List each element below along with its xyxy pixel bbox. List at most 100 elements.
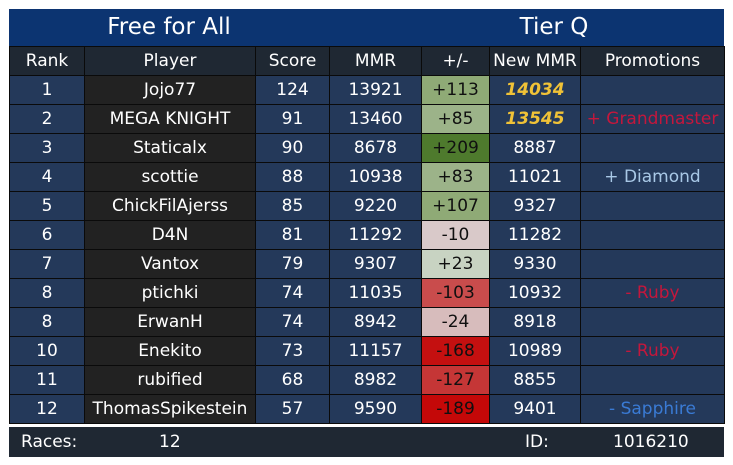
- new-mmr-cell: 10989: [489, 336, 581, 366]
- mmr-table-card: Free for All Tier Q Rank Player Score MM…: [9, 9, 725, 457]
- score-cell: 57: [255, 394, 330, 424]
- promotion-cell: [580, 365, 725, 395]
- races-value: 12: [159, 432, 181, 452]
- score-cell: 90: [255, 133, 330, 163]
- table-row: 5 ChickFilAjerss 85 9220 +107 9327: [9, 191, 725, 221]
- new-mmr-cell: 9401: [489, 394, 581, 424]
- rank-cell: 8: [9, 307, 85, 337]
- table-row: 6 D4N 81 11292 -10 11282: [9, 220, 725, 250]
- mmr-cell: 9307: [329, 249, 422, 279]
- new-mmr-cell: 11021: [489, 162, 581, 192]
- delta-cell: -189: [421, 394, 490, 424]
- mmr-cell: 13460: [329, 104, 422, 134]
- player-cell: Enekito: [84, 336, 256, 366]
- score-cell: 74: [255, 278, 330, 308]
- promotion-cell: + Diamond: [580, 162, 725, 192]
- rank-cell: 3: [9, 133, 85, 163]
- promotion-cell: [580, 191, 725, 221]
- score-cell: 73: [255, 336, 330, 366]
- results-table: Rank Player Score MMR +/- New MMR Promot…: [9, 46, 725, 424]
- delta-cell: +23: [421, 249, 490, 279]
- table-row: 7 Vantox 79 9307 +23 9330: [9, 249, 725, 279]
- player-cell: rubified: [84, 365, 256, 395]
- score-cell: 68: [255, 365, 330, 395]
- mmr-cell: 8678: [329, 133, 422, 163]
- player-cell: ChickFilAjerss: [84, 191, 256, 221]
- mmr-cell: 10938: [329, 162, 422, 192]
- delta-cell: +83: [421, 162, 490, 192]
- delta-cell: -10: [421, 220, 490, 250]
- table-footer: Races: 12 ID: 1016210: [9, 427, 724, 457]
- col-header-promotions: Promotions: [580, 46, 725, 76]
- player-cell: Staticalx: [84, 133, 256, 163]
- new-mmr-cell: 13545: [489, 104, 581, 134]
- rank-cell: 5: [9, 191, 85, 221]
- score-cell: 81: [255, 220, 330, 250]
- col-header-mmr: MMR: [329, 46, 422, 76]
- promotion-cell: - Sapphire: [580, 394, 725, 424]
- id-label: ID:: [525, 432, 549, 452]
- mmr-cell: 11035: [329, 278, 422, 308]
- player-cell: ErwanH: [84, 307, 256, 337]
- table-row: 8 ptichki 74 11035 -103 10932- Ruby: [9, 278, 725, 308]
- header-row: Rank Player Score MMR +/- New MMR Promot…: [9, 46, 725, 76]
- races-label: Races:: [21, 432, 78, 452]
- table-row: 3 Staticalx 90 8678 +209 8887: [9, 133, 725, 163]
- new-mmr-cell: 8855: [489, 365, 581, 395]
- rank-cell: 4: [9, 162, 85, 192]
- player-cell: D4N: [84, 220, 256, 250]
- promotion-cell: [580, 249, 725, 279]
- rank-cell: 12: [9, 394, 85, 424]
- new-mmr-cell: 10932: [489, 278, 581, 308]
- score-cell: 74: [255, 307, 330, 337]
- promotion-cell: - Ruby: [580, 336, 725, 366]
- table-row: 4 scottie 88 10938 +83 11021 + Diamond: [9, 162, 725, 192]
- col-header-rank: Rank: [9, 46, 85, 76]
- promotion-cell: [580, 75, 725, 105]
- player-cell: Vantox: [84, 249, 256, 279]
- rank-cell: 7: [9, 249, 85, 279]
- delta-cell: +209: [421, 133, 490, 163]
- rank-cell: 1: [9, 75, 85, 105]
- mode-title: Free for All: [107, 14, 231, 40]
- new-mmr-cell: 9330: [489, 249, 581, 279]
- delta-cell: +107: [421, 191, 490, 221]
- promotion-cell: [580, 133, 725, 163]
- rank-cell: 2: [9, 104, 85, 134]
- promotion-cell: + Grandmaster: [580, 104, 725, 134]
- table-row: 1 Jojo77 124 13921 +113 14034: [9, 75, 725, 105]
- col-header-delta: +/-: [421, 46, 490, 76]
- table-row: 10 Enekito 73 11157 -168 10989- Ruby: [9, 336, 725, 366]
- promotion-cell: - Ruby: [580, 278, 725, 308]
- mmr-cell: 8982: [329, 365, 422, 395]
- mmr-cell: 13921: [329, 75, 422, 105]
- delta-cell: -103: [421, 278, 490, 308]
- new-mmr-cell: 9327: [489, 191, 581, 221]
- player-cell: ptichki: [84, 278, 256, 308]
- new-mmr-cell: 8887: [489, 133, 581, 163]
- rank-cell: 10: [9, 336, 85, 366]
- delta-cell: -24: [421, 307, 490, 337]
- score-cell: 85: [255, 191, 330, 221]
- score-cell: 79: [255, 249, 330, 279]
- new-mmr-cell: 8918: [489, 307, 581, 337]
- mmr-cell: 9220: [329, 191, 422, 221]
- mmr-cell: 8942: [329, 307, 422, 337]
- score-cell: 88: [255, 162, 330, 192]
- table-row: 2 MEGA KNIGHT 91 13460 +85 13545 + Grandmaster: [9, 104, 725, 134]
- rank-cell: 6: [9, 220, 85, 250]
- new-mmr-cell: 11282: [489, 220, 581, 250]
- id-value: 1016210: [613, 432, 689, 452]
- delta-cell: +113: [421, 75, 490, 105]
- col-header-player: Player: [84, 46, 256, 76]
- delta-cell: -168: [421, 336, 490, 366]
- player-cell: ThomasSpikestein: [84, 394, 256, 424]
- col-header-score: Score: [255, 46, 330, 76]
- delta-cell: +85: [421, 104, 490, 134]
- player-cell: scottie: [84, 162, 256, 192]
- mmr-cell: 11292: [329, 220, 422, 250]
- delta-cell: -127: [421, 365, 490, 395]
- player-cell: Jojo77: [84, 75, 256, 105]
- table-title-bar: Free for All Tier Q: [9, 9, 724, 46]
- score-cell: 91: [255, 104, 330, 134]
